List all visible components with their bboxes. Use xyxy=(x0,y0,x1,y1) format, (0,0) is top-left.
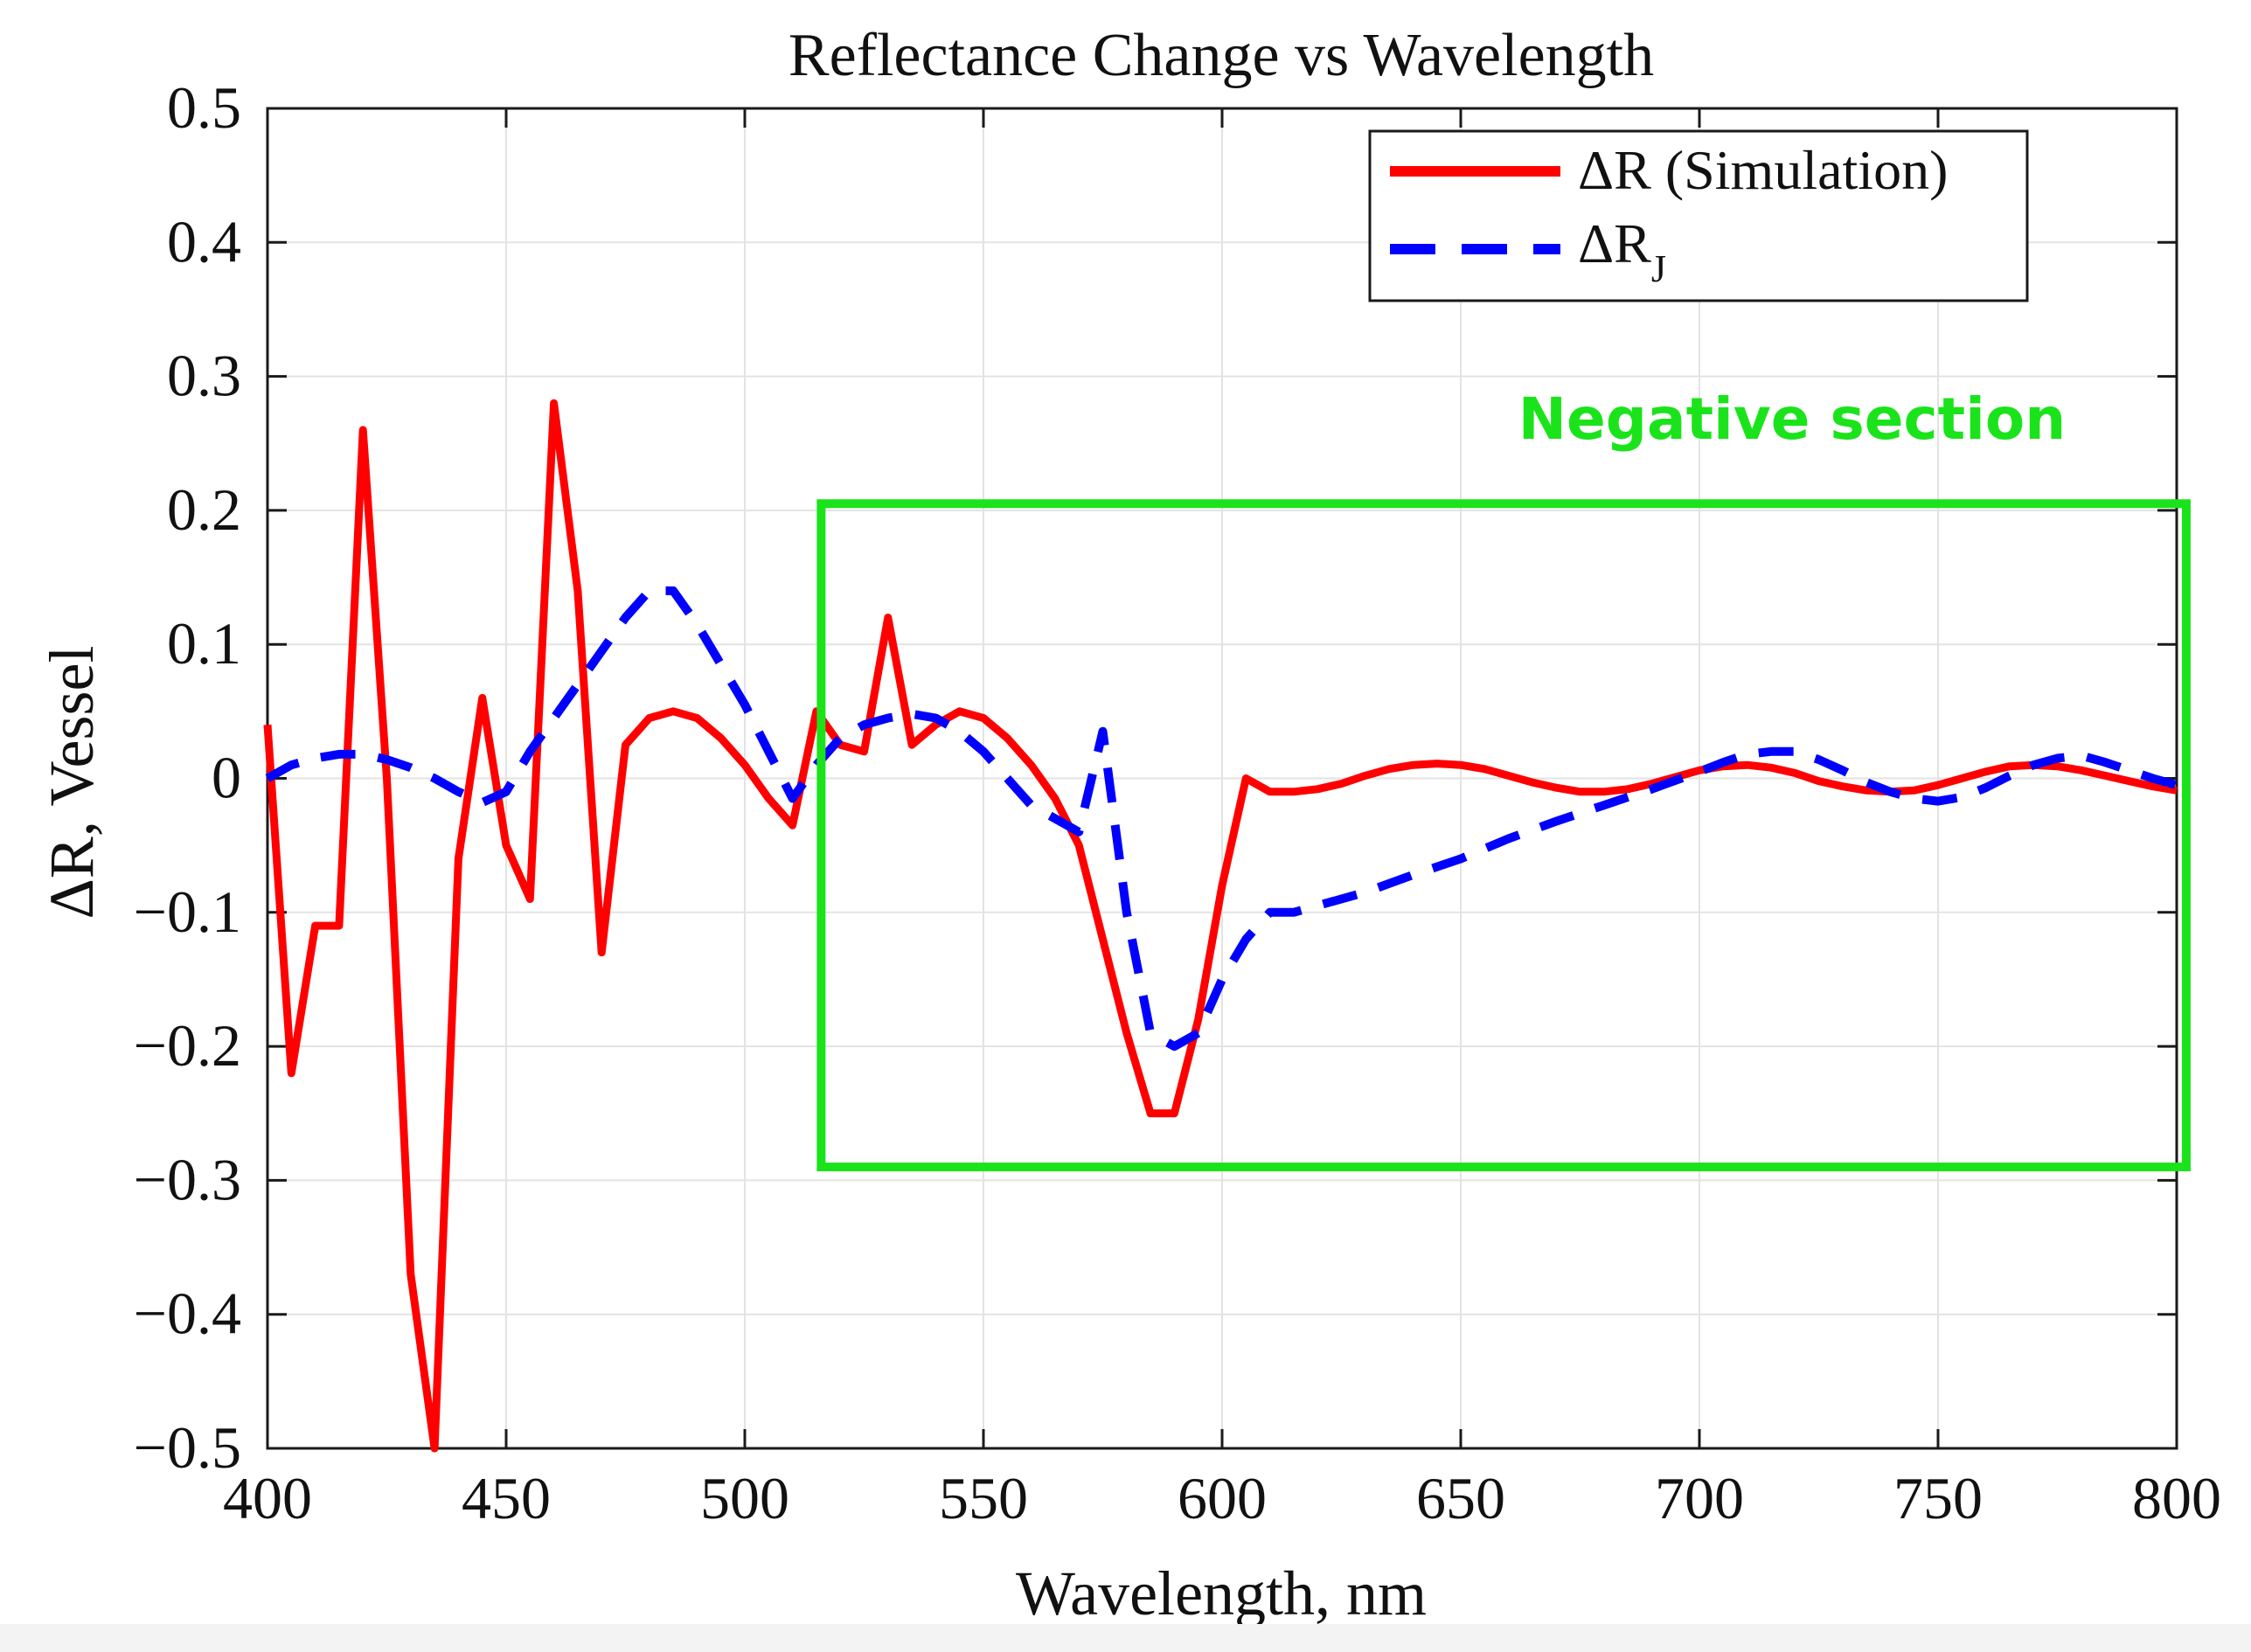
y-tick-label: −0.3 xyxy=(134,1146,241,1212)
y-tick-label: 0.2 xyxy=(167,476,241,543)
legend-box xyxy=(1368,129,2029,302)
x-tick-label: 600 xyxy=(1178,1465,1267,1531)
tick-marks xyxy=(266,107,2178,1450)
gridlines xyxy=(267,108,2177,1448)
negative-section-box xyxy=(816,499,2191,1172)
legend-label-rj-main: ΔR xyxy=(1578,212,1651,274)
y-tick-label: −0.2 xyxy=(134,1012,241,1079)
x-axis-label: Wavelength, nm xyxy=(1016,1558,1427,1628)
legend-label-rj-subscript: J xyxy=(1651,247,1666,290)
x-tick-label: 750 xyxy=(1893,1465,1983,1531)
series-line-rj xyxy=(265,586,2178,1052)
y-tick-label: 0.1 xyxy=(167,610,241,677)
negative-section-label: Negative section xyxy=(1518,385,2066,453)
y-tick-label: 0.3 xyxy=(167,343,241,409)
legend-label-simulation: ΔR (Simulation) xyxy=(1578,139,1948,201)
x-tick-label: 500 xyxy=(700,1465,789,1531)
series-line-simulation xyxy=(263,399,2178,1453)
y-tick-label: 0 xyxy=(212,745,241,811)
legend: ΔR (Simulation) ΔRJ xyxy=(1368,129,2029,302)
y-tick-label: −0.5 xyxy=(134,1414,241,1481)
x-tick-label: 400 xyxy=(223,1465,312,1531)
x-tick-label: 800 xyxy=(2132,1465,2221,1531)
x-tick-label: 450 xyxy=(462,1465,551,1531)
x-tick-label: 550 xyxy=(939,1465,1028,1531)
x-tick-label: 700 xyxy=(1655,1465,1744,1531)
y-axis-label: ΔR, Vessel xyxy=(37,646,107,920)
bottom-strip xyxy=(0,1624,2251,1652)
series-lines xyxy=(263,399,2178,1453)
legend-label-rj: ΔRJ xyxy=(1578,212,1666,290)
y-tick-label: −0.1 xyxy=(134,878,241,945)
y-tick-label: 0.4 xyxy=(167,208,241,274)
chart-title: Reflectance Change vs Wavelength xyxy=(789,22,1654,89)
y-tick-label: 0.5 xyxy=(167,74,241,141)
x-tick-label: 650 xyxy=(1416,1465,1505,1531)
x-tick-labels: 400 450 500 550 600 650 700 750 800 xyxy=(223,1465,2221,1531)
y-tick-labels: 0.5 0.4 0.3 0.2 0.1 0 −0.1 −0.2 −0.3 −0.4 −0.5 xyxy=(134,74,241,1481)
y-tick-label: −0.4 xyxy=(134,1281,241,1347)
